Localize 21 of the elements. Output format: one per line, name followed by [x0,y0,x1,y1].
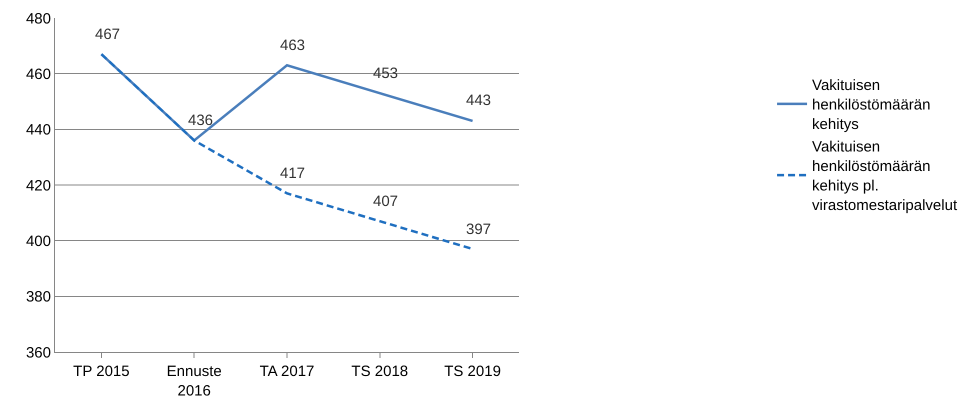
y-tick-label: 380 [26,288,51,306]
y-tick-label: 360 [26,344,51,362]
y-tick-label: 460 [26,66,51,83]
y-tick-label: 480 [26,10,51,28]
x-tick-label: Ennuste 2016 [166,363,222,400]
x-tick-label: TS 2019 [444,363,501,380]
data-label: 463 [280,37,306,54]
y-tick-label: 440 [26,122,51,139]
x-tick-label: TP 2015 [73,363,130,380]
data-label: 407 [373,193,398,210]
x-tick-label: TA 2017 [260,363,314,380]
legend-label: Vakituisen henkilöstömäärän kehitys [812,77,930,134]
y-tick-label: 420 [26,177,51,194]
data-label: 397 [466,221,492,238]
legend-label: Vakituisen henkilöstömäärän kehitys pl. virastomestaripalvelut [812,138,958,214]
data-label: 417 [280,165,306,182]
data-label: 467 [95,26,120,43]
x-tick-label: TS 2018 [351,363,408,380]
y-tick-label: 400 [26,232,51,250]
data-label: 443 [466,92,492,109]
data-label: 436 [188,112,214,129]
